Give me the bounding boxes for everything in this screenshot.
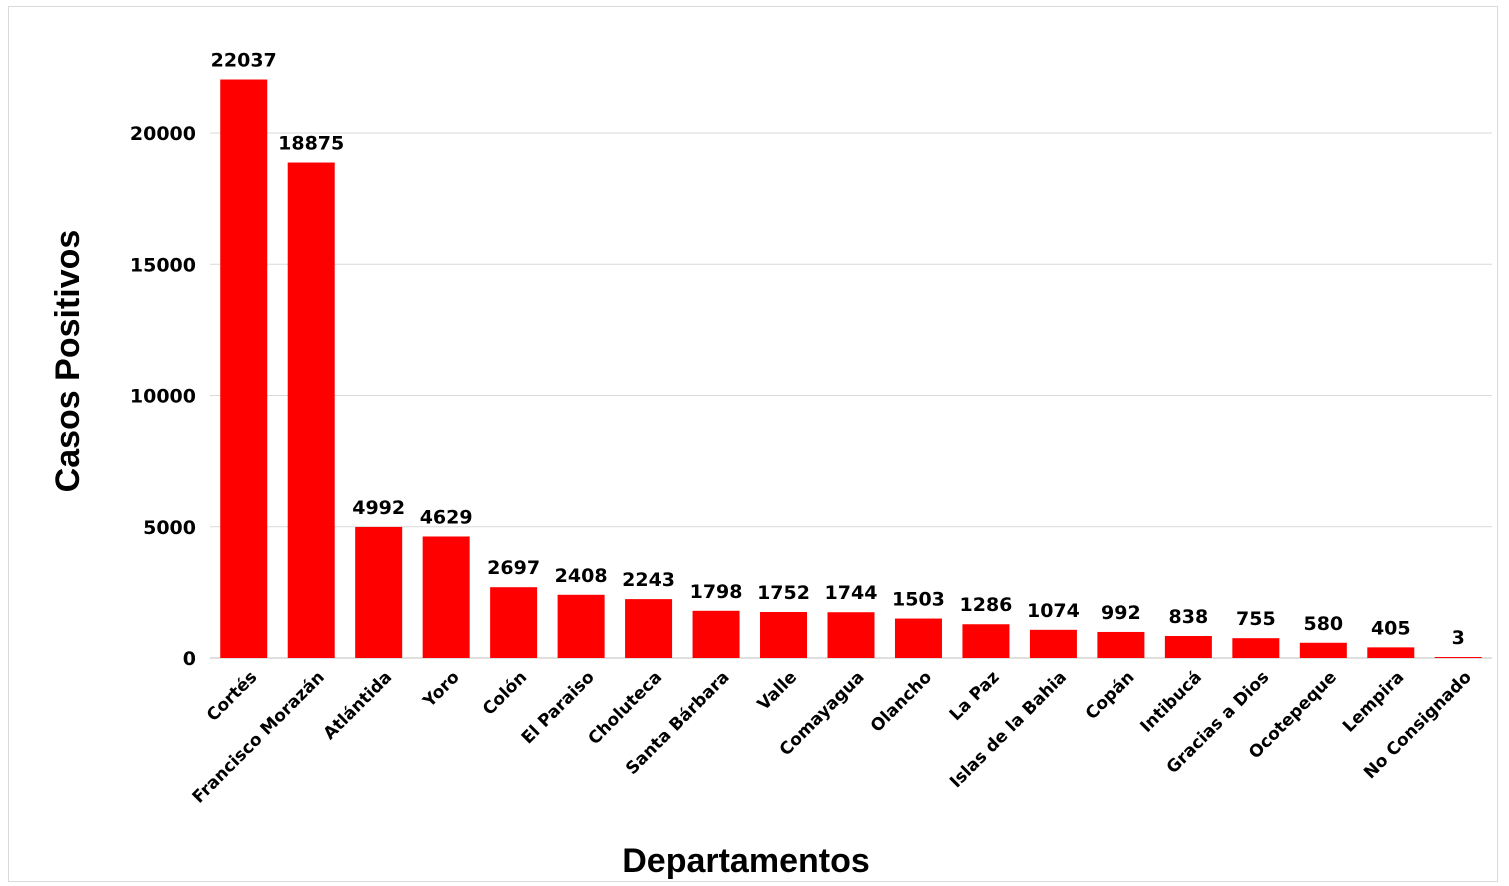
x-tick-label: Copán <box>1082 667 1139 724</box>
bar <box>1232 638 1280 658</box>
data-label: 838 <box>1169 606 1209 628</box>
data-label: 1503 <box>892 589 945 611</box>
y-tick-label: 0 <box>183 648 196 670</box>
data-label: 755 <box>1236 608 1276 630</box>
y-tick-label: 20000 <box>130 123 196 145</box>
x-tick-label: Cortés <box>203 667 261 725</box>
bar <box>1097 631 1145 658</box>
data-label: 580 <box>1303 613 1343 635</box>
y-axis-title: Casos Positivos <box>49 230 87 493</box>
x-tick-label: Francisco Morazán <box>189 667 329 807</box>
x-tick-label: Lempira <box>1339 667 1408 736</box>
data-label: 1074 <box>1027 600 1080 622</box>
bar <box>894 618 942 658</box>
bar <box>1434 657 1482 658</box>
x-tick-label: Islas de la Bahia <box>946 667 1071 792</box>
x-tick-label: Atlántida <box>320 667 397 744</box>
gridlines <box>210 132 1492 659</box>
bar <box>692 610 740 658</box>
y-tick-label: 15000 <box>130 254 196 276</box>
data-label: 992 <box>1101 602 1141 624</box>
data-label: 18875 <box>278 133 344 155</box>
data-label: 1752 <box>757 582 810 604</box>
bar <box>1299 642 1347 658</box>
x-tick-label: Yoro <box>419 667 464 712</box>
data-label: 4629 <box>420 506 473 528</box>
bar <box>490 587 538 658</box>
bar <box>625 599 673 658</box>
x-tick-label: La Paz <box>946 667 1004 725</box>
bar <box>760 612 808 658</box>
y-axis-ticks: 0 5000 10000 15000 20000 <box>130 123 196 670</box>
bar <box>1367 647 1415 658</box>
x-tick-label: Olancho <box>867 667 936 736</box>
bars <box>220 79 1482 658</box>
data-label: 1744 <box>825 582 878 604</box>
x-tick-label: Colón <box>479 667 531 719</box>
bar <box>1164 636 1212 658</box>
data-label: 3 <box>1452 627 1465 649</box>
y-tick-label: 5000 <box>143 517 196 539</box>
bar <box>422 536 470 658</box>
bar <box>287 162 335 658</box>
data-label: 2697 <box>487 557 540 579</box>
data-label: 1286 <box>960 594 1013 616</box>
y-tick-label: 10000 <box>130 386 196 408</box>
data-label: 4992 <box>352 497 405 519</box>
data-label: 1798 <box>690 581 743 603</box>
bar <box>220 79 268 658</box>
x-tick-label: Intibucá <box>1136 667 1205 736</box>
bar <box>1029 629 1077 658</box>
bar <box>355 526 403 658</box>
data-label: 2408 <box>555 565 608 587</box>
bar <box>827 612 875 658</box>
data-label: 405 <box>1371 617 1411 639</box>
data-label: 22037 <box>211 50 277 72</box>
x-axis-title: Departamentos <box>622 842 870 880</box>
bar <box>962 624 1010 658</box>
data-labels: 22037 18875 4992 4629 2697 2408 2243 1798 1752 17… <box>211 50 1465 649</box>
x-tick-label: Valle <box>754 667 801 714</box>
data-label: 2243 <box>622 569 675 591</box>
bar <box>557 594 605 658</box>
